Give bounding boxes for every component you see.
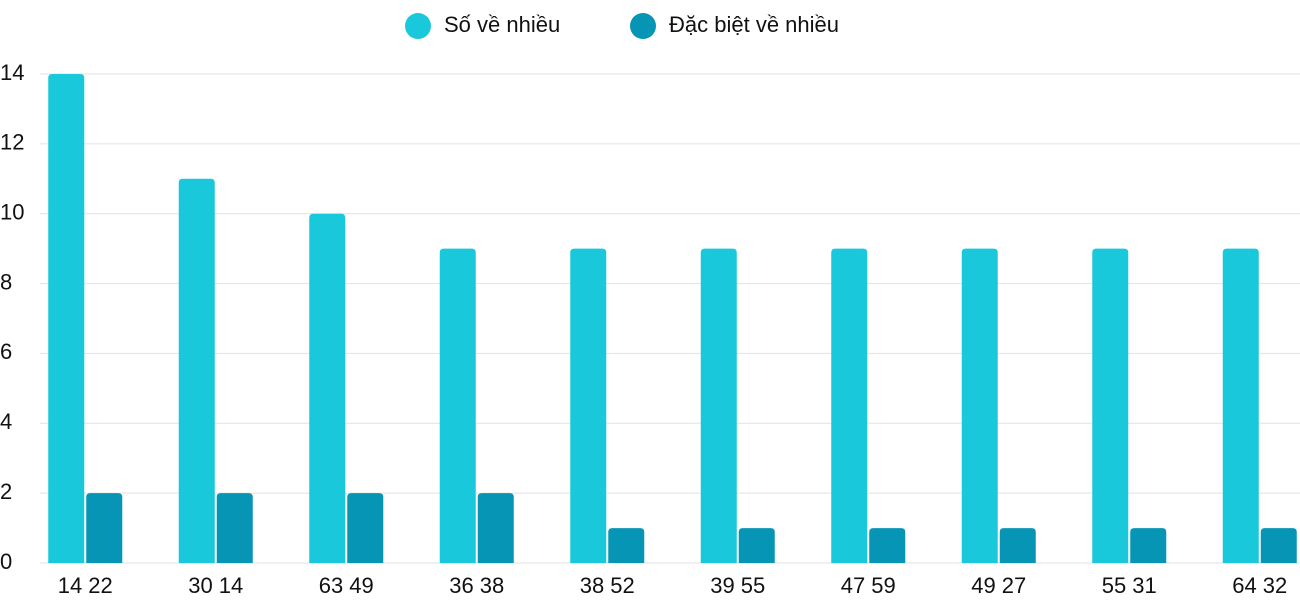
bar [216,493,253,563]
bar [999,528,1036,563]
x-tick-label: 49 27 [971,573,1026,598]
y-tick-label: 6 [0,339,12,364]
x-tick-label: 39 55 [710,573,765,598]
y-tick-label: 10 [0,200,24,225]
bar [1260,528,1297,563]
bar [608,528,645,563]
bar [570,248,607,563]
x-tick-label: 36 38 [449,573,504,598]
legend-marker [630,13,656,39]
legend-label: Số về nhiều [444,12,560,37]
x-tick-label: 64 32 [1232,573,1287,598]
y-tick-label: 4 [0,409,12,434]
bar [477,493,514,563]
x-tick-label: 30 14 [188,573,243,598]
bar [1130,528,1167,563]
bar [869,528,906,563]
x-tick-label: 47 59 [841,573,896,598]
bar [347,493,384,563]
bar [439,248,476,563]
y-tick-label: 8 [0,269,12,294]
bar [831,248,868,563]
legend-marker [405,13,431,39]
bar [48,74,85,563]
y-tick-label: 12 [0,130,24,155]
bar [738,528,775,563]
x-tick-label: 38 52 [580,573,635,598]
y-tick-label: 0 [0,549,12,574]
bar [309,213,346,563]
y-tick-label: 2 [0,479,12,504]
bar [1222,248,1259,563]
bar [1092,248,1129,563]
bar [700,248,737,563]
x-tick-label: 63 49 [319,573,374,598]
bar [961,248,998,563]
legend-label: Đặc biệt về nhiều [669,12,839,37]
bar [178,178,215,564]
x-tick-label: 55 31 [1102,573,1157,598]
bar [86,493,123,563]
x-tick-label: 14 22 [58,573,113,598]
y-tick-label: 14 [0,60,24,85]
